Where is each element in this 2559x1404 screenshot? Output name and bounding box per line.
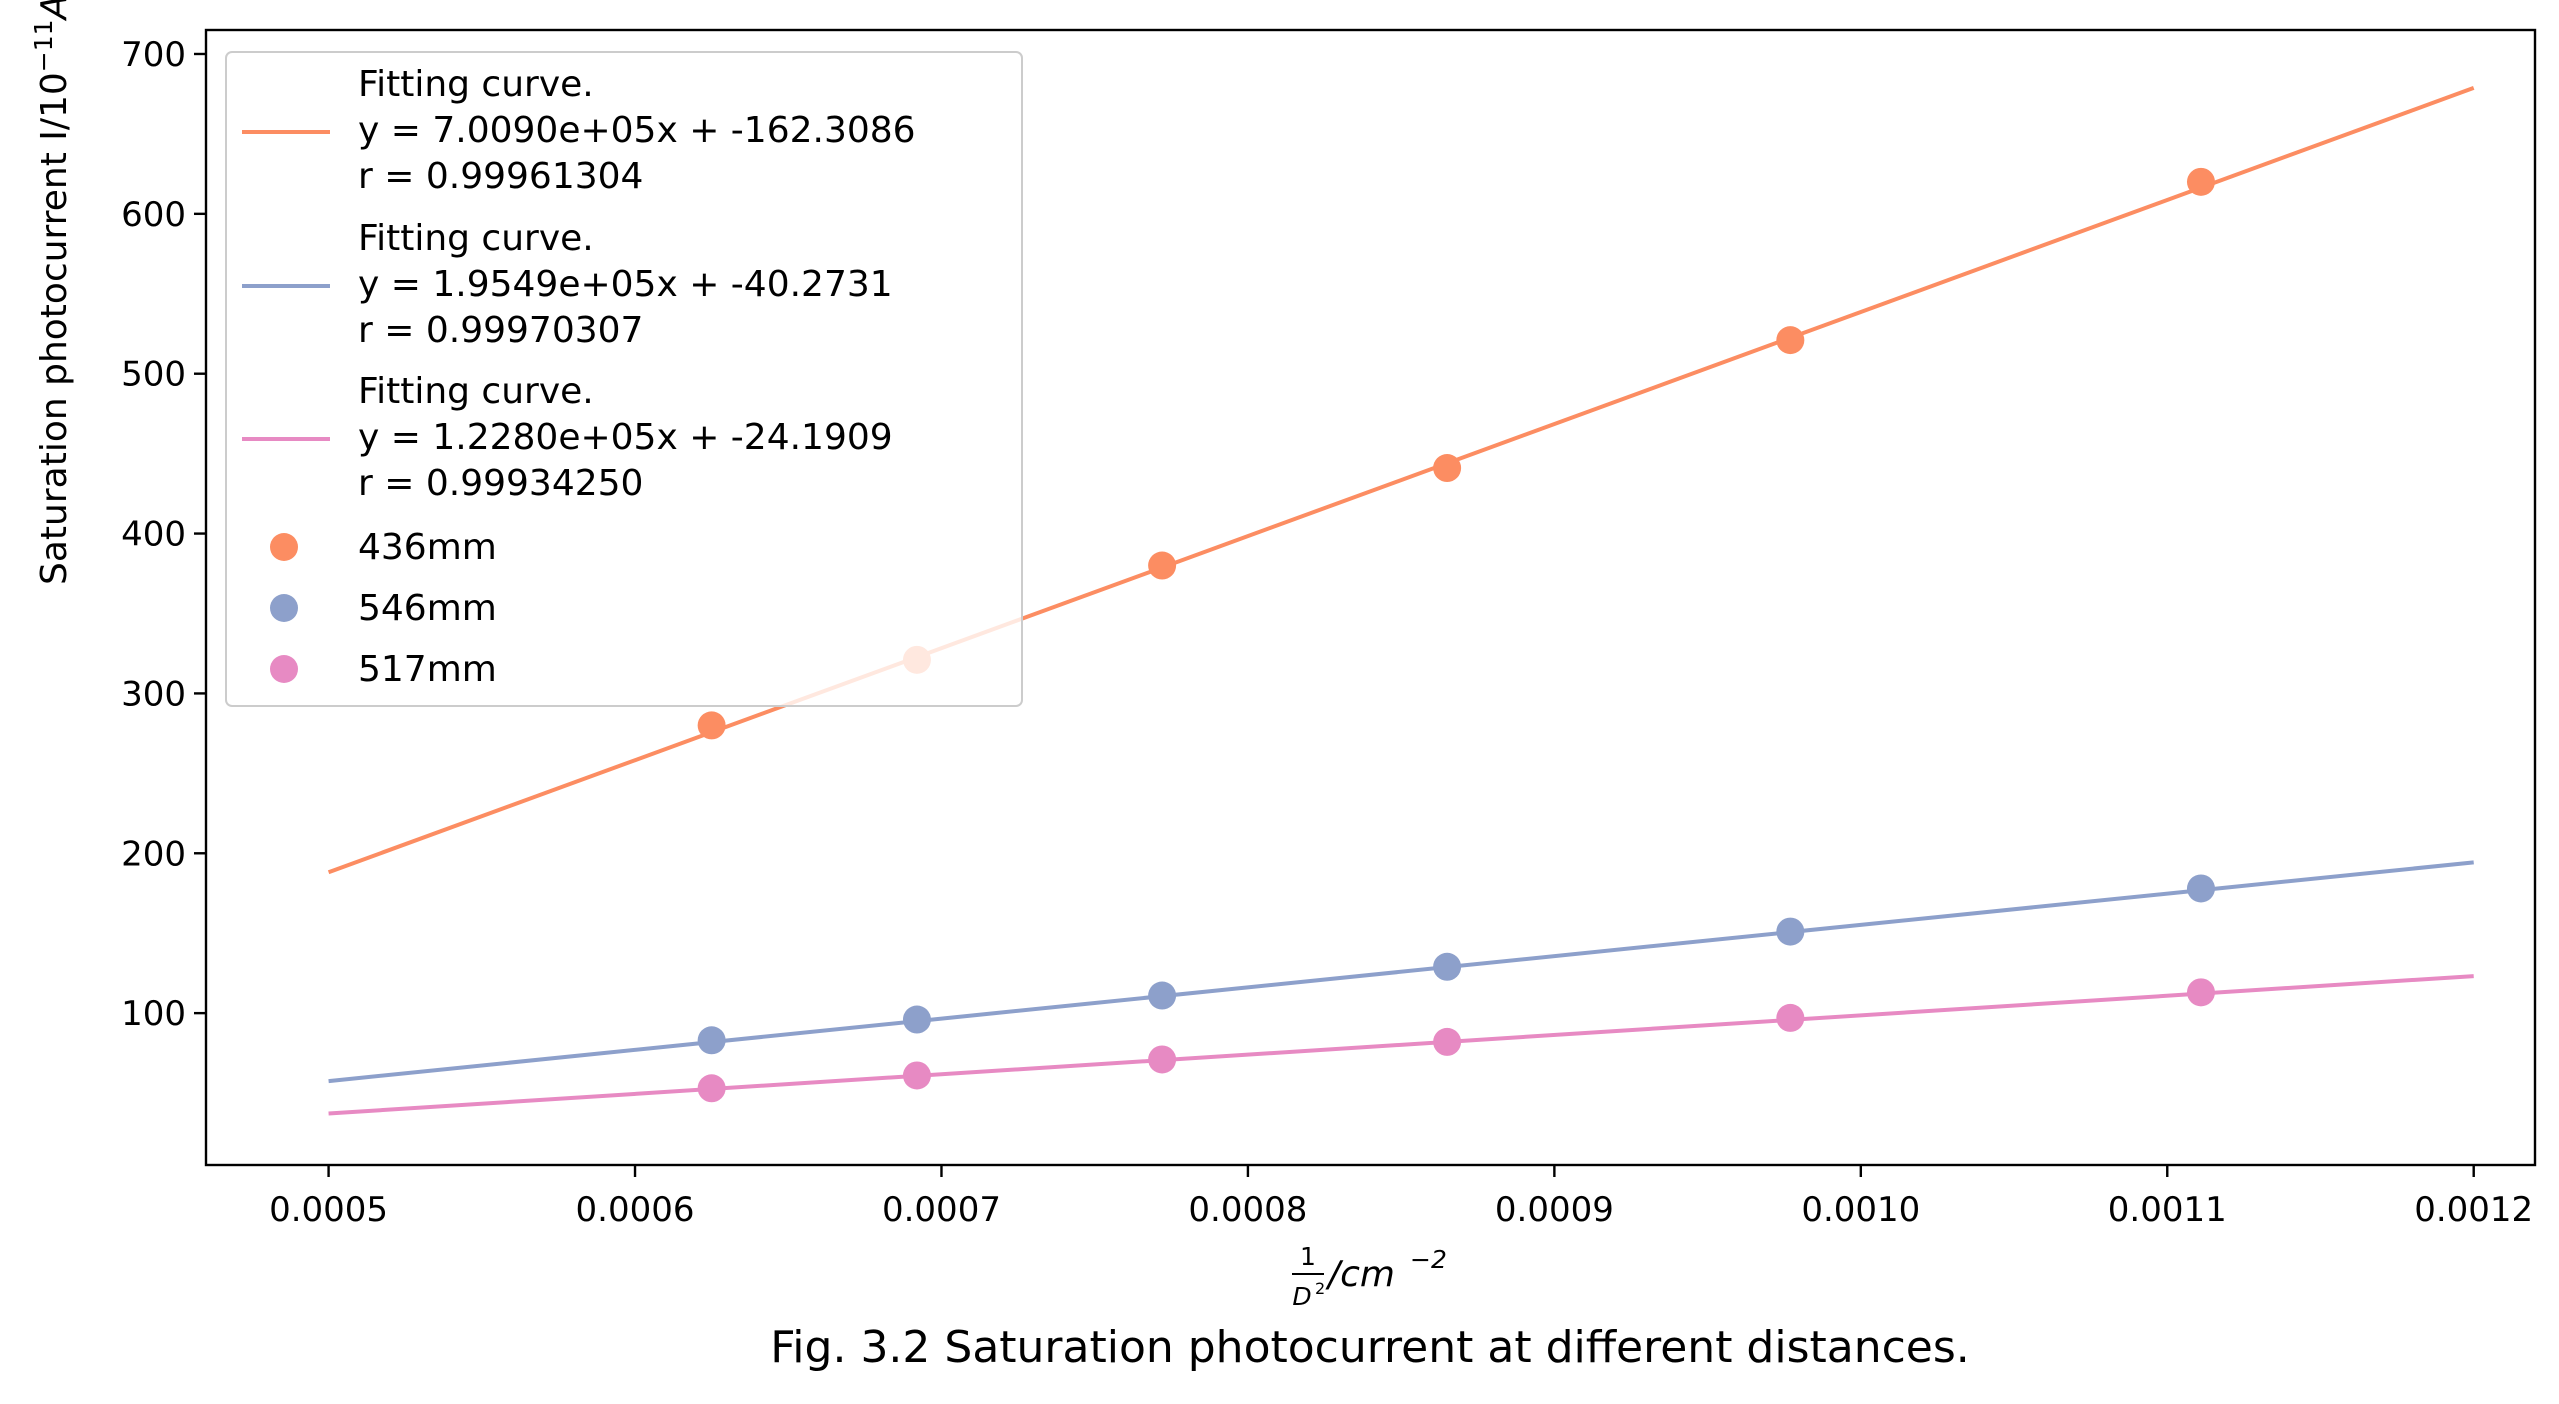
legend: Fitting curve. y = 7.0090e+05x + -162.30… [225, 51, 1023, 707]
legend-series-517mm: 517mm [358, 649, 497, 690]
point-436mm [1433, 454, 1462, 483]
y-tick-label: 700 [121, 35, 186, 75]
y-tick-label: 400 [121, 515, 186, 555]
y-tick-label: 200 [121, 834, 186, 874]
point-546mm [1148, 981, 1177, 1010]
x-axis-ticks: 0.0005 0.0006 0.0007 0.0008 0.0009 0.0010 0.00… [269, 1165, 2533, 1230]
fit-lines [327, 86, 2475, 1116]
y-tick-label: 100 [121, 994, 186, 1034]
plot-area-frame [204, 28, 2537, 1167]
y-label-sup: −11 [29, 19, 58, 72]
fit-line-3 [328, 974, 2474, 1116]
y-tick-label: 600 [121, 195, 186, 235]
legend-fit-1-r: r = 0.99961304 [358, 156, 643, 197]
point-436mm [1776, 326, 1805, 355]
x-label-denominator: D [1292, 1282, 1311, 1311]
x-tick-label: 0.0006 [576, 1190, 695, 1230]
point-546mm [2186, 874, 2215, 903]
point-436mm [1148, 551, 1177, 580]
legend-marker-436mm [270, 533, 298, 561]
point-517mm [2186, 978, 2215, 1007]
legend-fit-1-equation: y = 7.0090e+05x + -162.3086 [358, 110, 916, 151]
point-517mm [1776, 1003, 1805, 1032]
legend-fit-2-equation: y = 1.9549e+05x + -40.2731 [358, 264, 893, 305]
legend-series-436mm: 436mm [358, 527, 497, 568]
y-axis-label: Saturation photocurrent I/10−11A [29, 0, 75, 585]
x-label-denominator-sup: 2 [1315, 1279, 1325, 1298]
x-tick-label: 0.0007 [882, 1190, 1001, 1230]
data-points [697, 167, 2215, 1103]
legend-marker-546mm [270, 594, 298, 622]
svg-text:Saturation photocurrent I/10−1: Saturation photocurrent I/10−11A [29, 0, 75, 585]
legend-marker-517mm [270, 655, 298, 683]
point-546mm [697, 1026, 726, 1055]
point-517mm [1433, 1027, 1462, 1056]
legend-fit-3-r: r = 0.99934250 [358, 463, 643, 504]
x-tick-label: 0.0005 [269, 1190, 388, 1230]
y-label-text: Saturation photocurrent I/10 [34, 72, 75, 585]
x-label-unit: /cm [1325, 1254, 1395, 1295]
legend-box [225, 51, 1023, 707]
point-546mm [902, 1005, 931, 1034]
legend-series-546mm: 546mm [358, 588, 497, 629]
fit-line-2 [328, 860, 2474, 1084]
legend-fit-2-title: Fitting curve. [358, 218, 594, 259]
point-546mm [1433, 952, 1462, 981]
x-tick-label: 0.0011 [2108, 1190, 2227, 1230]
point-436mm [2186, 167, 2215, 196]
x-tick-label: 0.0008 [1188, 1190, 1307, 1230]
x-tick-label: 0.0010 [1801, 1190, 1920, 1230]
y-label-unit: A [34, 0, 75, 21]
point-546mm [1776, 917, 1805, 946]
legend-fit-1-title: Fitting curve. [358, 64, 594, 105]
y-tick-label: 300 [121, 674, 186, 714]
y-axis-ticks: 100 200 300 400 500 600 700 [121, 35, 206, 1034]
legend-fit-3-equation: y = 1.2280e+05x + -24.1909 [358, 417, 893, 458]
x-label-numerator: 1 [1300, 1242, 1316, 1271]
point-517mm [1148, 1045, 1177, 1074]
x-axis-label: 1 D 2 /cm −2 [1292, 1242, 1447, 1311]
point-517mm [697, 1074, 726, 1103]
x-tick-label: 0.0009 [1495, 1190, 1614, 1230]
point-436mm [697, 711, 726, 740]
x-tick-label: 0.0012 [2414, 1190, 2533, 1230]
y-tick-label: 500 [121, 355, 186, 395]
point-517mm [902, 1061, 931, 1090]
figure-caption: Fig. 3.2 Saturation photocurrent at diff… [770, 1322, 1970, 1373]
legend-fit-3-title: Fitting curve. [358, 371, 594, 412]
x-label-unit-sup: −2 [1410, 1245, 1447, 1274]
legend-fit-2-r: r = 0.99970307 [358, 310, 643, 351]
fit-line-1 [327, 86, 2475, 875]
